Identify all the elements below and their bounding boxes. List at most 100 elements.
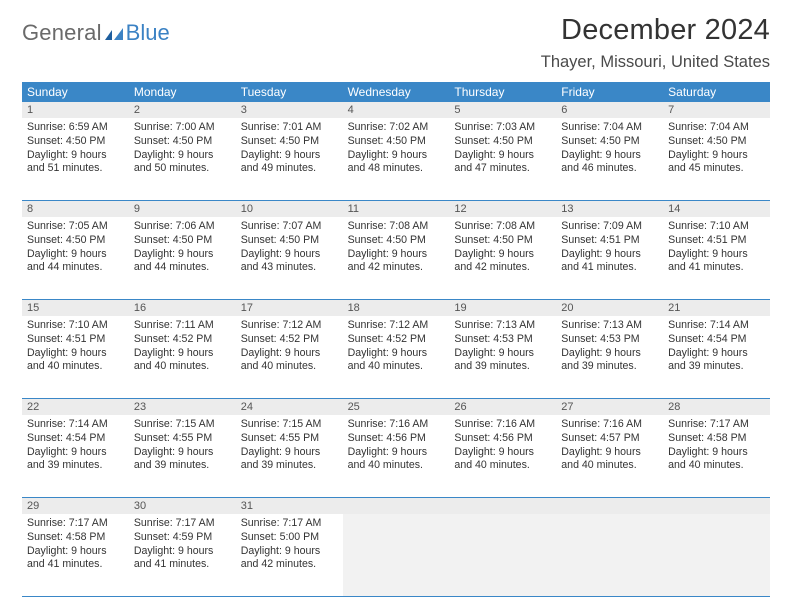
- sunrise-text: Sunrise: 7:09 AM: [561, 220, 658, 234]
- daylight-text-1: Daylight: 9 hours: [134, 248, 231, 262]
- day-cell: Sunrise: 6:59 AMSunset: 4:50 PMDaylight:…: [22, 118, 129, 200]
- day-number: 12: [449, 201, 556, 217]
- logo-word-1: General: [22, 20, 102, 46]
- day-cell: Sunrise: 7:12 AMSunset: 4:52 PMDaylight:…: [343, 316, 450, 398]
- day-number-value: 23: [134, 401, 146, 413]
- dow-header: Wednesday: [343, 82, 450, 102]
- daylight-text-2: and 47 minutes.: [454, 162, 551, 176]
- day-number-value: 26: [454, 401, 466, 413]
- daylight-text-2: and 44 minutes.: [134, 261, 231, 275]
- daylight-text-2: and 41 minutes.: [134, 558, 231, 572]
- sunrise-text: Sunrise: 6:59 AM: [27, 121, 124, 135]
- dow-label: Saturday: [668, 85, 716, 99]
- daylight-text-1: Daylight: 9 hours: [348, 446, 445, 460]
- sunset-text: Sunset: 4:52 PM: [348, 333, 445, 347]
- sunrise-text: Sunrise: 7:11 AM: [134, 319, 231, 333]
- daylight-text-2: and 40 minutes.: [27, 360, 124, 374]
- day-number: 1: [22, 102, 129, 118]
- daylight-text-1: Daylight: 9 hours: [241, 446, 338, 460]
- dow-header: Friday: [556, 82, 663, 102]
- week-row: Sunrise: 7:14 AMSunset: 4:54 PMDaylight:…: [22, 415, 770, 498]
- dow-label: Friday: [561, 85, 594, 99]
- day-number-value: 13: [561, 203, 573, 215]
- day-number: 15: [22, 300, 129, 316]
- daylight-text-1: Daylight: 9 hours: [27, 347, 124, 361]
- day-number: 30: [129, 498, 236, 514]
- sunrise-text: Sunrise: 7:17 AM: [27, 517, 124, 531]
- day-cell: Sunrise: 7:08 AMSunset: 4:50 PMDaylight:…: [343, 217, 450, 299]
- day-number: 27: [556, 399, 663, 415]
- sunrise-text: Sunrise: 7:01 AM: [241, 121, 338, 135]
- sunset-text: Sunset: 4:50 PM: [134, 234, 231, 248]
- day-cell: Sunrise: 7:13 AMSunset: 4:53 PMDaylight:…: [449, 316, 556, 398]
- sunset-text: Sunset: 4:58 PM: [27, 531, 124, 545]
- daylight-text-2: and 39 minutes.: [454, 360, 551, 374]
- daylight-text-2: and 44 minutes.: [27, 261, 124, 275]
- dow-header: Thursday: [449, 82, 556, 102]
- daylight-text-2: and 40 minutes.: [668, 459, 765, 473]
- day-cell: Sunrise: 7:09 AMSunset: 4:51 PMDaylight:…: [556, 217, 663, 299]
- day-cell: Sunrise: 7:10 AMSunset: 4:51 PMDaylight:…: [663, 217, 770, 299]
- sunset-text: Sunset: 4:54 PM: [668, 333, 765, 347]
- week-row: Sunrise: 7:05 AMSunset: 4:50 PMDaylight:…: [22, 217, 770, 300]
- day-number-value: 21: [668, 302, 680, 314]
- header: General Blue December 2024 Thayer, Misso…: [22, 14, 770, 72]
- day-number: 28: [663, 399, 770, 415]
- day-cell-empty: [449, 514, 556, 596]
- day-number-value: 8: [27, 203, 33, 215]
- daylight-text-2: and 40 minutes.: [454, 459, 551, 473]
- daylight-text-1: Daylight: 9 hours: [241, 347, 338, 361]
- day-number-value: 28: [668, 401, 680, 413]
- week-row: Sunrise: 7:17 AMSunset: 4:58 PMDaylight:…: [22, 514, 770, 597]
- daylight-text-1: Daylight: 9 hours: [134, 149, 231, 163]
- day-number: 24: [236, 399, 343, 415]
- daynum-row: 1234567: [22, 102, 770, 118]
- sunrise-text: Sunrise: 7:03 AM: [454, 121, 551, 135]
- dow-header: Monday: [129, 82, 236, 102]
- daylight-text-1: Daylight: 9 hours: [454, 248, 551, 262]
- day-cell: Sunrise: 7:14 AMSunset: 4:54 PMDaylight:…: [22, 415, 129, 497]
- daylight-text-1: Daylight: 9 hours: [561, 446, 658, 460]
- day-number: 13: [556, 201, 663, 217]
- day-cell: Sunrise: 7:02 AMSunset: 4:50 PMDaylight:…: [343, 118, 450, 200]
- day-number-value: 17: [241, 302, 253, 314]
- day-number-value: 7: [668, 104, 674, 116]
- day-number-value: 15: [27, 302, 39, 314]
- daylight-text-2: and 39 minutes.: [561, 360, 658, 374]
- sunset-text: Sunset: 4:52 PM: [134, 333, 231, 347]
- day-number-value: 22: [27, 401, 39, 413]
- dow-label: Tuesday: [241, 85, 287, 99]
- day-number-value: 10: [241, 203, 253, 215]
- day-number: 26: [449, 399, 556, 415]
- sunset-text: Sunset: 4:56 PM: [454, 432, 551, 446]
- daylight-text-1: Daylight: 9 hours: [348, 248, 445, 262]
- logo-sails-icon: [104, 27, 124, 41]
- sunset-text: Sunset: 4:51 PM: [561, 234, 658, 248]
- sunrise-text: Sunrise: 7:07 AM: [241, 220, 338, 234]
- dow-header: Sunday: [22, 82, 129, 102]
- daylight-text-1: Daylight: 9 hours: [241, 149, 338, 163]
- daylight-text-2: and 48 minutes.: [348, 162, 445, 176]
- daylight-text-2: and 40 minutes.: [348, 360, 445, 374]
- day-cell: Sunrise: 7:12 AMSunset: 4:52 PMDaylight:…: [236, 316, 343, 398]
- daylight-text-1: Daylight: 9 hours: [561, 248, 658, 262]
- day-number-value: 2: [134, 104, 140, 116]
- day-cell: Sunrise: 7:17 AMSunset: 5:00 PMDaylight:…: [236, 514, 343, 596]
- day-cell: Sunrise: 7:16 AMSunset: 4:56 PMDaylight:…: [449, 415, 556, 497]
- day-number: 2: [129, 102, 236, 118]
- sunrise-text: Sunrise: 7:08 AM: [454, 220, 551, 234]
- day-number: 20: [556, 300, 663, 316]
- day-cell: Sunrise: 7:06 AMSunset: 4:50 PMDaylight:…: [129, 217, 236, 299]
- day-number-value: 4: [348, 104, 354, 116]
- day-number-value: 18: [348, 302, 360, 314]
- day-number-value: 6: [561, 104, 567, 116]
- sunrise-text: Sunrise: 7:16 AM: [561, 418, 658, 432]
- day-cell: Sunrise: 7:07 AMSunset: 4:50 PMDaylight:…: [236, 217, 343, 299]
- day-number: [663, 498, 770, 514]
- day-cell: Sunrise: 7:01 AMSunset: 4:50 PMDaylight:…: [236, 118, 343, 200]
- sunset-text: Sunset: 4:51 PM: [27, 333, 124, 347]
- daylight-text-1: Daylight: 9 hours: [668, 347, 765, 361]
- logo: General Blue: [22, 14, 170, 46]
- day-cell: Sunrise: 7:03 AMSunset: 4:50 PMDaylight:…: [449, 118, 556, 200]
- daynum-row: 891011121314: [22, 201, 770, 217]
